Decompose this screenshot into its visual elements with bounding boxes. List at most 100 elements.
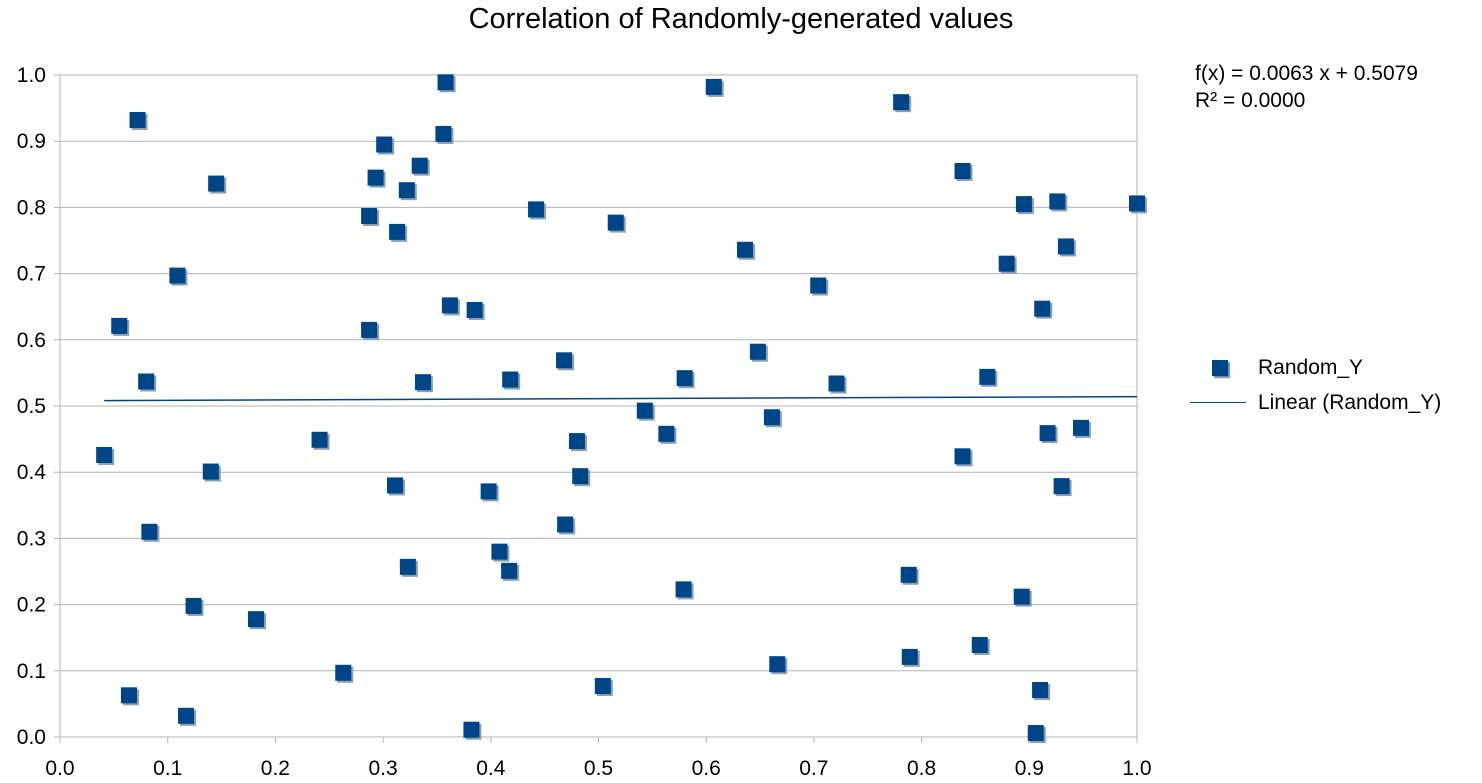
legend-label: Linear (Random_Y) (1258, 390, 1442, 414)
data-point (676, 370, 695, 389)
y-tick-label: 0.0 (17, 726, 46, 749)
data-point (954, 448, 973, 467)
legend: Random_Y Linear (Random_Y) (1190, 350, 1441, 420)
data-point (1013, 588, 1032, 607)
data-point-marker (466, 302, 483, 319)
y-tick-label: 0.9 (17, 130, 46, 153)
data-point-marker (311, 431, 328, 448)
data-point-marker (675, 581, 692, 598)
data-point-marker (501, 562, 518, 579)
data-points (96, 74, 1147, 744)
grid-lines (54, 74, 1138, 743)
data-point-marker (398, 182, 415, 199)
data-point-marker (361, 321, 378, 338)
data-point-marker (528, 201, 545, 218)
data-point-marker (399, 558, 416, 575)
data-point-marker (763, 409, 780, 426)
data-point (1072, 419, 1091, 438)
data-point (568, 433, 587, 452)
data-point-marker (1027, 725, 1044, 742)
data-point (389, 223, 408, 242)
data-point (208, 175, 227, 194)
data-point (178, 707, 197, 726)
x-tick-label: 0.8 (907, 757, 936, 780)
data-point-marker (96, 446, 113, 463)
data-point-marker (1049, 193, 1066, 210)
data-point-marker (636, 402, 653, 419)
data-point (399, 558, 418, 577)
data-point (501, 562, 520, 581)
data-point-marker (376, 136, 393, 153)
x-tick-label: 0.2 (261, 757, 290, 780)
data-point-marker (1015, 196, 1032, 213)
data-point (361, 321, 380, 340)
line-marker-icon (1190, 393, 1254, 413)
data-point-marker (900, 566, 917, 583)
data-point-marker (138, 373, 155, 390)
data-point-marker (893, 94, 910, 111)
data-point (763, 409, 782, 428)
data-point (594, 678, 613, 697)
data-point-marker (901, 648, 918, 665)
data-point-marker (463, 721, 480, 738)
data-point (736, 241, 755, 260)
data-point (1027, 725, 1046, 744)
r-squared-label: R² = 0.0000 (1195, 89, 1306, 112)
data-point (491, 543, 510, 562)
data-point-marker (491, 543, 508, 560)
data-point (705, 78, 724, 97)
data-point-marker (208, 175, 225, 192)
data-point-marker (129, 112, 146, 129)
data-point-marker (441, 297, 458, 314)
data-point-marker (607, 214, 624, 231)
y-tick-label: 1.0 (17, 64, 46, 87)
data-point-marker (367, 169, 384, 186)
data-point-marker (556, 352, 573, 369)
data-point (979, 368, 998, 387)
data-point (120, 687, 139, 706)
square-marker-icon (1190, 358, 1254, 378)
data-point (556, 352, 575, 371)
data-point (901, 648, 920, 667)
data-point-marker (437, 74, 454, 91)
data-point (248, 611, 267, 630)
data-point-marker (111, 317, 128, 334)
axis-labels: 0.0 0.1 0.2 0.3 0.4 0.5 0.6 0.7 0.8 0.9 1.0 0.0 0.1 0… (17, 64, 1152, 780)
data-point (607, 214, 626, 233)
data-point (202, 463, 221, 482)
data-point (636, 402, 655, 421)
data-point (311, 431, 330, 450)
data-point-marker (1129, 195, 1145, 212)
data-point-marker (141, 523, 158, 540)
data-point-marker (736, 241, 753, 258)
y-tick-label: 0.1 (17, 660, 46, 683)
data-point (557, 516, 576, 535)
data-point-marker (1032, 681, 1049, 698)
data-point-marker (335, 664, 352, 681)
data-point-marker (178, 707, 195, 724)
data-point-marker (979, 368, 996, 385)
data-point (1053, 478, 1072, 497)
data-point (386, 477, 405, 496)
data-point-marker (810, 277, 827, 294)
data-point-marker (705, 78, 722, 95)
data-point (437, 74, 456, 93)
y-tick-label: 0.6 (17, 329, 46, 352)
data-point (435, 125, 454, 144)
data-point (528, 201, 547, 220)
trend-line-group (104, 395, 1138, 402)
y-tick-label: 0.8 (17, 196, 46, 219)
data-point (572, 468, 591, 487)
x-tick-label: 0.1 (153, 757, 182, 780)
data-point (376, 136, 395, 155)
data-point (810, 277, 829, 296)
data-point (1034, 300, 1053, 319)
data-point-marker (1053, 478, 1070, 495)
data-point (129, 112, 148, 131)
data-point-marker (1057, 238, 1074, 255)
data-point (398, 182, 417, 201)
data-point (138, 373, 157, 392)
data-point (1032, 681, 1051, 700)
data-point-marker (414, 374, 431, 391)
